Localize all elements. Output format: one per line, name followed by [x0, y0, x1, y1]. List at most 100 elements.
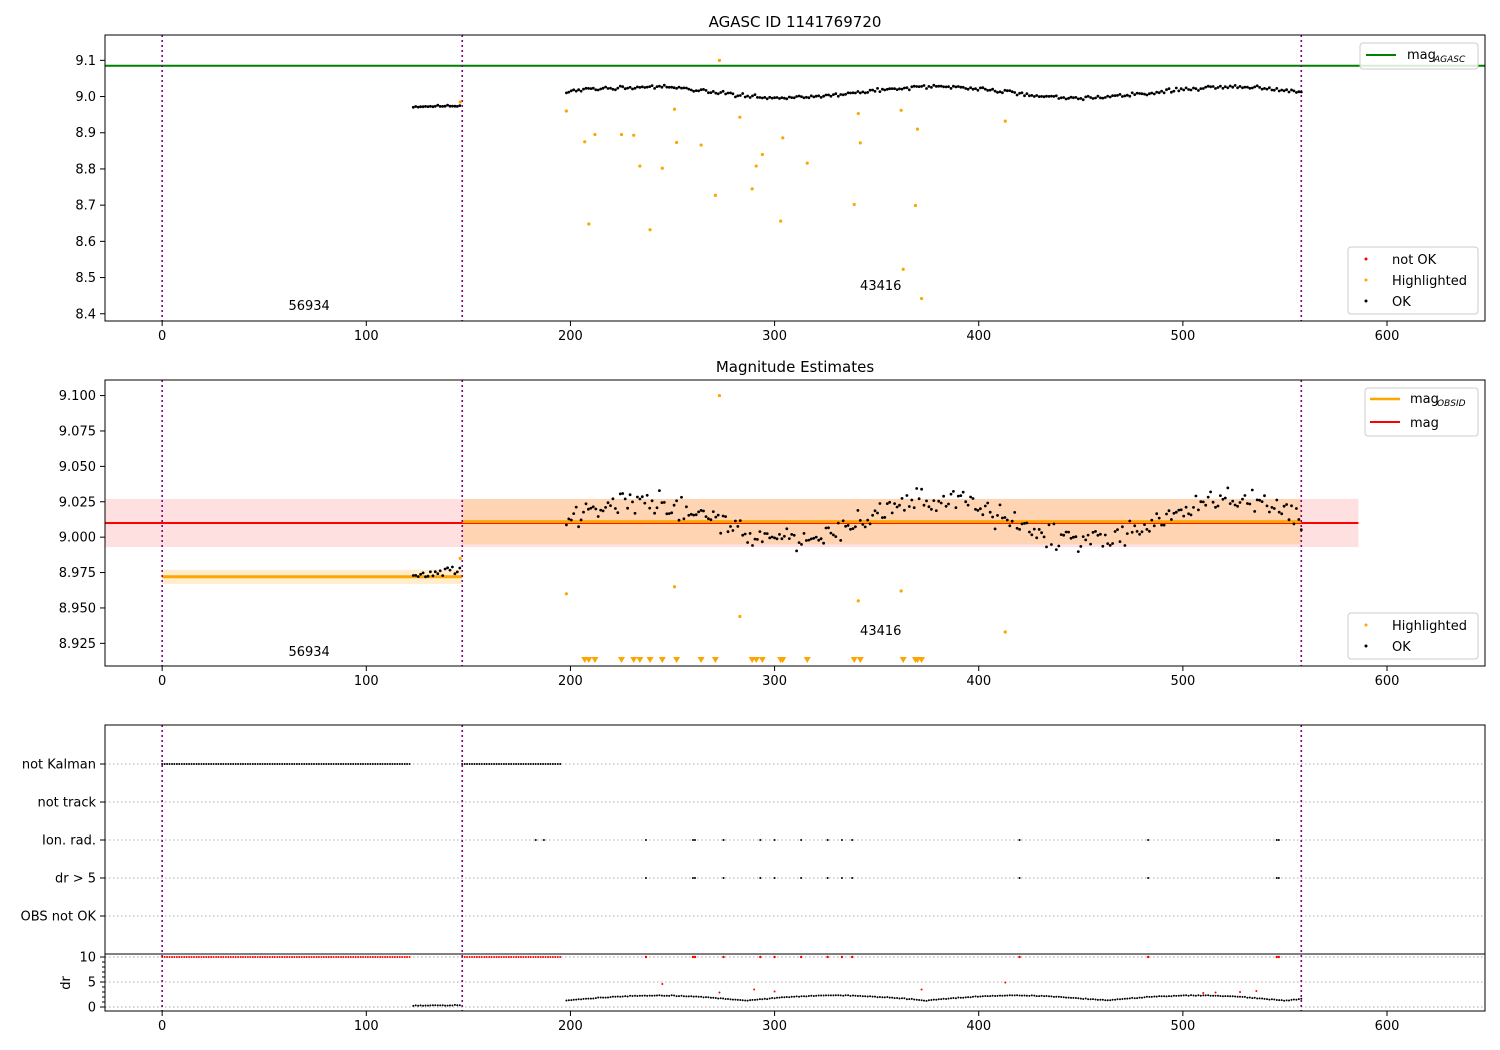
panel2-ok-point — [1265, 504, 1269, 508]
dr-clipped-point — [283, 956, 286, 958]
legend-swatch-highlighted — [1364, 623, 1368, 627]
dr-clipped-point — [303, 956, 306, 958]
panel1-ok-point — [680, 86, 683, 90]
dr-ok-point — [1136, 997, 1139, 1000]
panel1-ok-point — [1076, 97, 1080, 101]
panel2-ok-point — [594, 507, 598, 511]
panel1-ok-point — [976, 88, 980, 92]
panel1-ok-point — [692, 89, 696, 93]
panel2-offscale-marker — [918, 657, 926, 663]
dr-ok-point — [869, 995, 872, 998]
panel2-ok-point — [1277, 510, 1281, 514]
dr-ok-point — [565, 999, 568, 1002]
dr-ok-point — [785, 996, 788, 998]
panel1-ok-point — [1187, 88, 1190, 91]
panel1-x-tick-label: 0 — [158, 329, 166, 344]
panel2-ok-point — [1013, 511, 1017, 514]
panel1-ok-point — [1086, 94, 1090, 98]
panel1-ok-point — [1282, 89, 1286, 93]
dr-ok-point — [1133, 997, 1136, 1000]
panel2-ok-point — [758, 530, 762, 533]
flag-not-kalman-point — [495, 763, 498, 765]
panel1-ok-point — [638, 86, 642, 89]
panel1-ok-point — [429, 104, 432, 108]
flag-not-kalman-point — [471, 763, 473, 765]
dr-ok-point — [626, 995, 629, 998]
flag-not-kalman-point — [406, 763, 409, 765]
panel1-highlighted-point — [858, 141, 862, 145]
panel2-y-tick-label: 8.975 — [59, 566, 96, 581]
panel2-ok-point — [650, 499, 654, 503]
panel1-ok-point — [694, 89, 698, 92]
panel1-ok-point — [1155, 90, 1159, 94]
panel1-ok-point — [1047, 95, 1051, 98]
panel2-ok-point — [800, 543, 803, 546]
flag-not-kalman-point — [175, 763, 178, 765]
dr-ok-point — [417, 1004, 420, 1007]
panel1-ok-point — [1140, 92, 1144, 96]
panel2-ok-point — [812, 536, 816, 540]
panel2-ok-point — [1157, 516, 1161, 520]
panel2-ok-point — [716, 513, 720, 517]
panel2-ok-point — [1270, 506, 1274, 509]
panel1-ok-point — [1287, 90, 1291, 94]
dr-clipped-point — [224, 956, 227, 958]
panel1-ok-point — [1079, 97, 1083, 100]
dr-ok-point — [673, 994, 676, 997]
panel1-ok-point — [438, 105, 442, 108]
dr-clipped-point — [210, 956, 213, 958]
dr-clipped-point — [266, 956, 269, 958]
dr-event-point — [773, 955, 776, 959]
dr-ok-point — [1109, 999, 1112, 1002]
panel1-ok-point — [1299, 90, 1303, 94]
panel2-ok-point — [451, 565, 454, 569]
panel2-ok-point — [792, 533, 796, 537]
panel1-ok-point — [1018, 91, 1021, 95]
panel2-ok-point — [934, 509, 938, 512]
panel1-ok-point — [787, 95, 791, 99]
dr-ok-point — [1192, 994, 1195, 997]
panel1-y-tick-label: 9.1 — [75, 54, 96, 69]
panel2-ok-point — [1219, 494, 1222, 497]
flag-row-label: Ion. rad. — [42, 834, 96, 849]
dr-ok-point — [981, 995, 984, 998]
dr-ok-point — [1121, 998, 1124, 1000]
panel1-ok-point — [455, 105, 459, 108]
panel1-ok-point — [809, 94, 813, 98]
dr-clipped-point — [532, 956, 535, 958]
panel2-ok-point — [569, 518, 573, 522]
dr-clipped-point — [322, 956, 325, 958]
dr-not-ok-point — [920, 988, 923, 991]
dr-clipped-point — [325, 956, 328, 958]
panel1-ok-point — [964, 87, 968, 90]
panel2-ok-point — [829, 531, 833, 535]
panel2-ok-point — [991, 515, 994, 519]
panel2-ok-point — [1057, 544, 1061, 548]
flag-not-kalman-point — [393, 763, 396, 765]
dr-ok-point — [834, 994, 837, 997]
panel1-ok-point — [954, 85, 958, 89]
dr-ok-point — [1116, 998, 1119, 1001]
panel1-ok-point — [660, 85, 664, 89]
dr-clipped-point — [551, 956, 554, 958]
dr-clipped-point — [310, 956, 313, 958]
dr-ok-point — [930, 999, 933, 1001]
panel2-ok-point — [1099, 532, 1102, 536]
panel2-ok-point — [675, 499, 678, 503]
panel2-ok-point — [839, 539, 843, 542]
dr-ok-point — [641, 994, 644, 997]
panel2-y-tick-label: 9.025 — [59, 495, 96, 510]
flag-not-kalman-point — [180, 763, 183, 765]
panel2-ok-point — [756, 538, 759, 541]
flag-not-kalman-point — [195, 763, 198, 765]
dr-ok-point — [1288, 999, 1290, 1002]
panel1-ok-point — [760, 96, 764, 100]
dr-ok-point — [1079, 997, 1082, 1000]
panel2-ok-point — [655, 506, 659, 510]
dr-clipped-point — [408, 956, 411, 958]
flag-not-kalman-point — [340, 763, 342, 765]
panel2-ok-point — [1113, 530, 1117, 533]
dr-clipped-point — [539, 956, 542, 958]
dr-ok-point — [1187, 994, 1190, 997]
panel2-ok-point — [942, 494, 945, 498]
